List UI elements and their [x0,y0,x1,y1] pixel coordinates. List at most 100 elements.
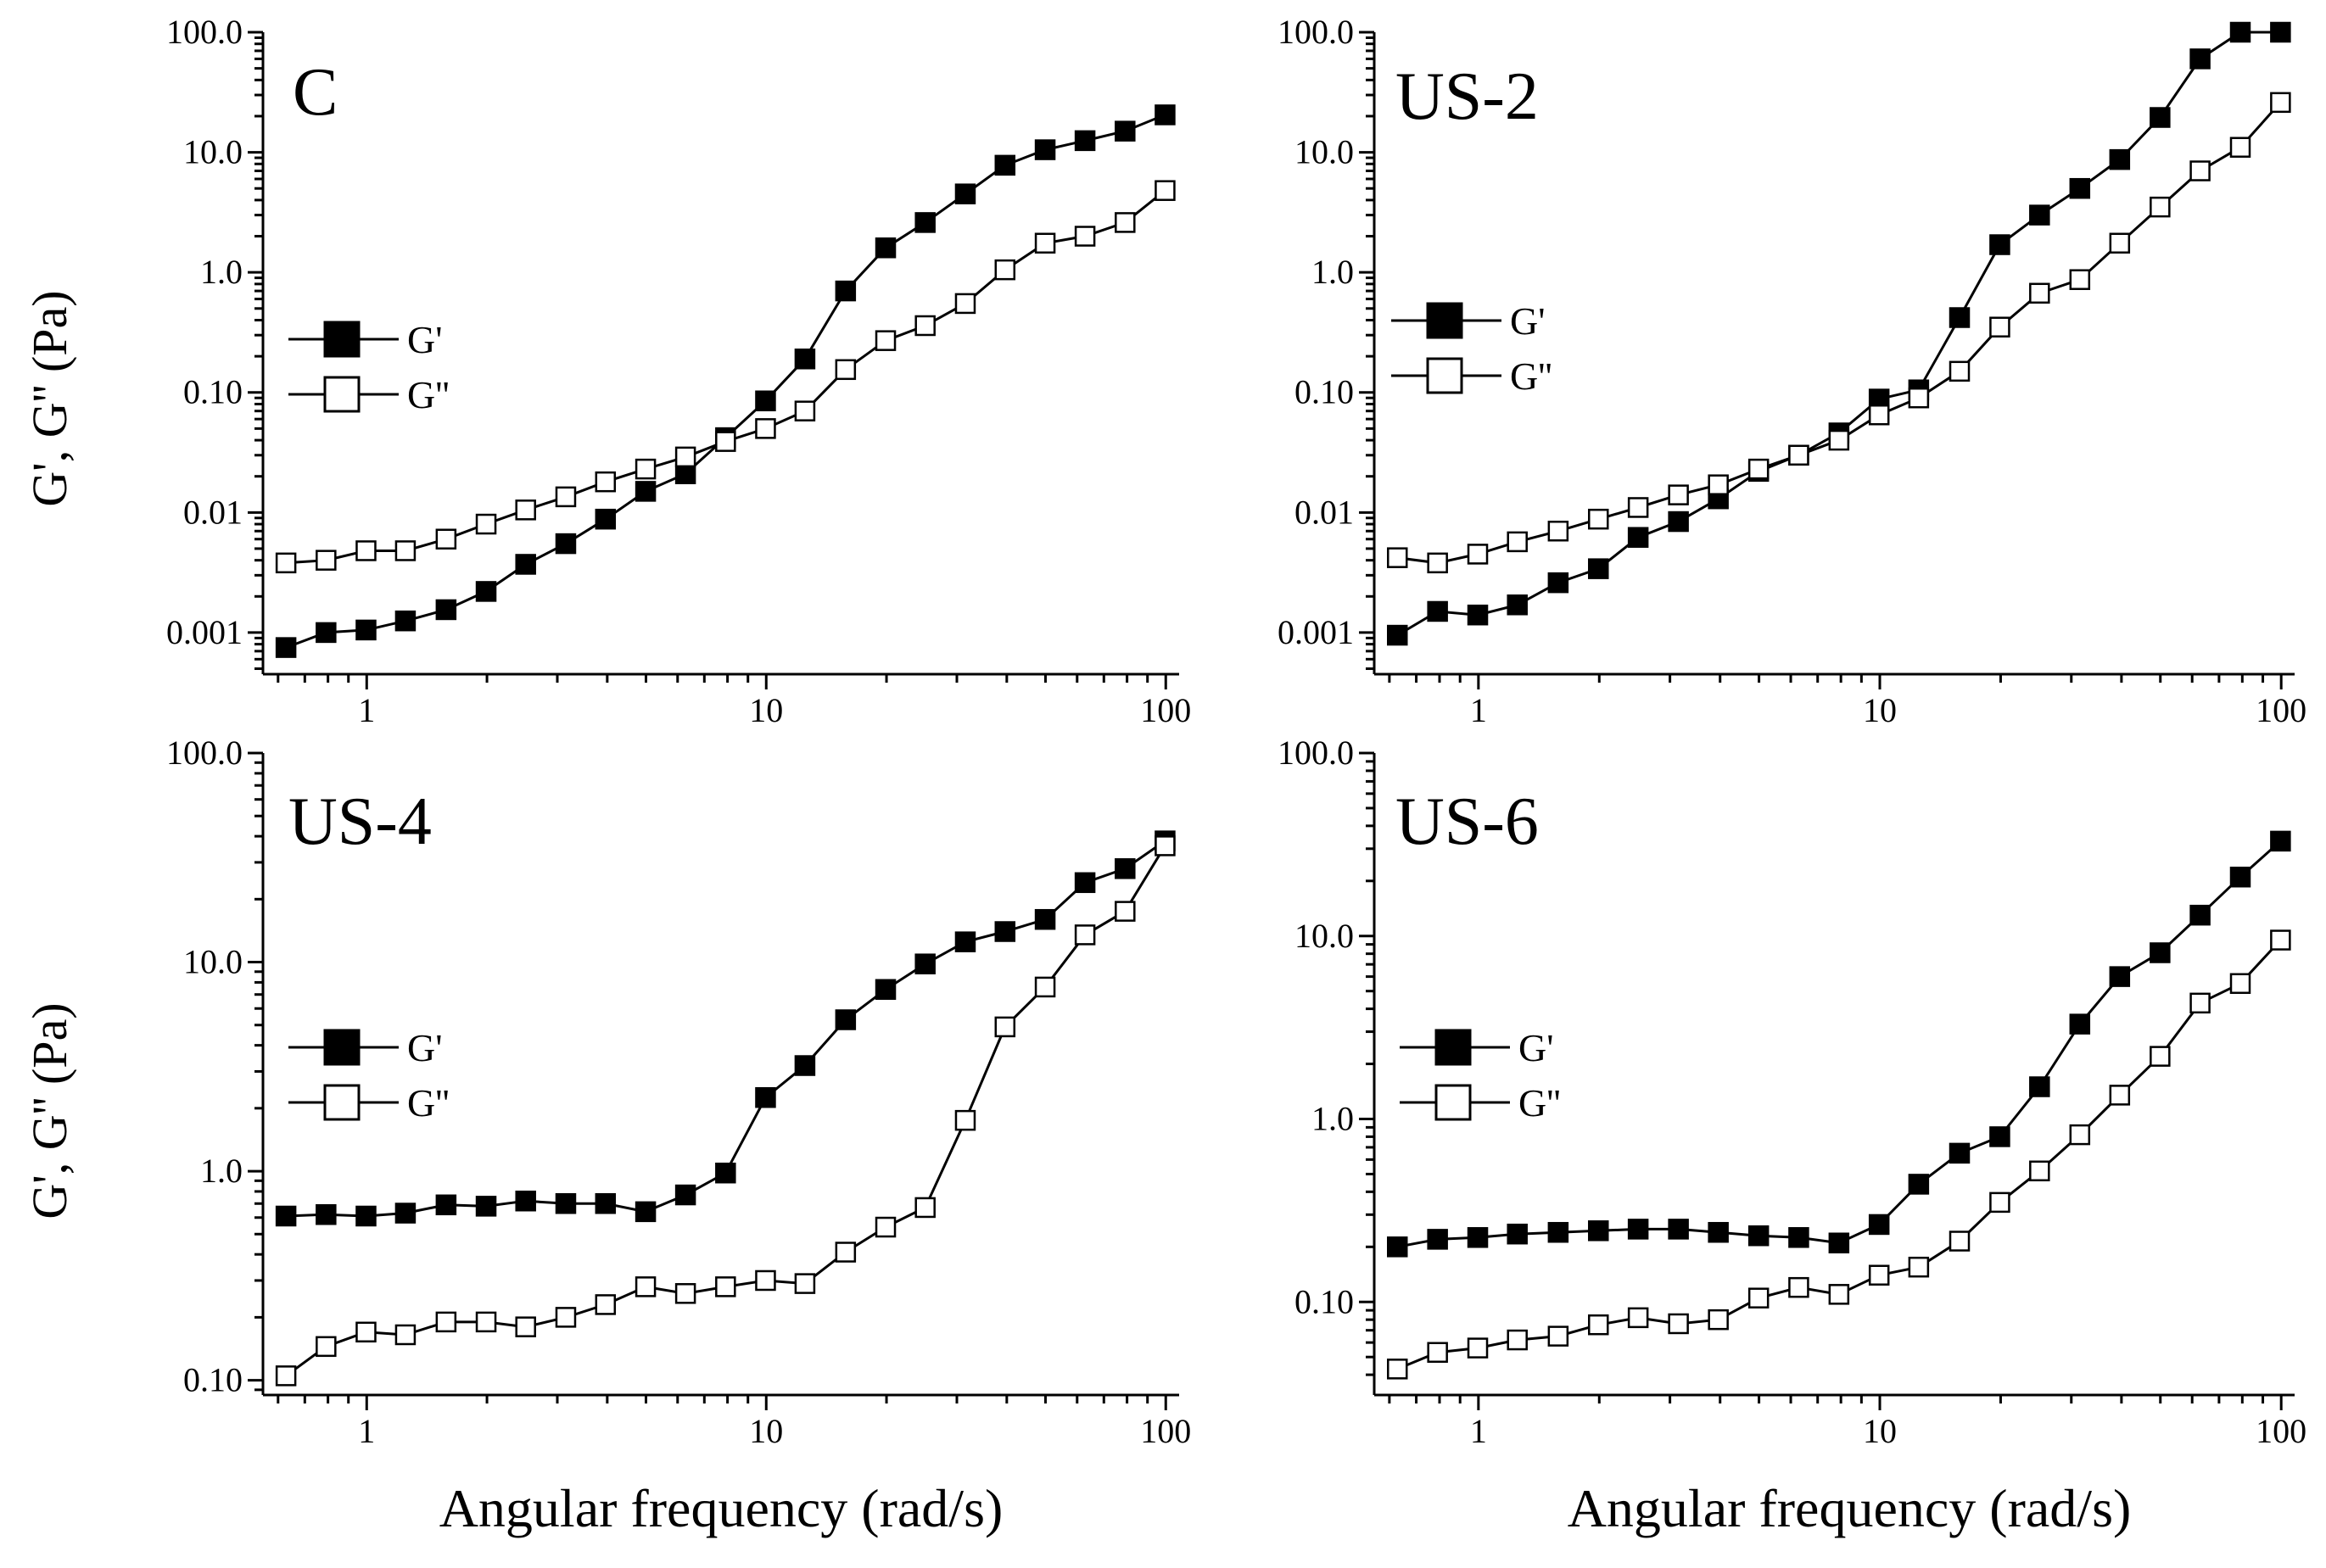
data-point-g-prime [1115,858,1136,879]
x-tick-label: 10 [749,691,783,729]
data-point-g-double-prime [1467,544,1489,565]
data-point-g-double-prime [2109,1085,2131,1106]
data-point-g-prime [1588,558,1609,579]
x-tick-label: 100 [2256,691,2306,729]
data-point-g-prime [1427,1229,1448,1250]
y-tick-label: 0.001 [166,613,243,651]
y-tick-label: 1.0 [200,253,243,291]
data-point-g-double-prime [555,1307,577,1328]
data-point-g-double-prime [1989,316,2010,338]
legend-marker-g-double-prime [323,1084,361,1121]
x-tick-label: 10 [1863,691,1897,729]
data-point-g-double-prime [1747,1287,1770,1309]
legend-label: G' [1518,1026,1554,1069]
data-point-g-double-prime [1074,924,1096,946]
data-point-g-prime [595,508,617,530]
data-point-g-double-prime [674,446,696,468]
data-point-g-double-prime [674,1283,696,1304]
data-point-g-double-prime [994,259,1016,281]
data-point-g-double-prime [794,1273,816,1294]
data-point-g-prime [2229,21,2251,43]
data-point-g-double-prime [1588,508,1609,530]
y-tick-label: 0.10 [183,373,243,411]
data-point-g-double-prime [1949,1230,1971,1252]
panel-us-4: 1 10 100 0.10 1.0 10.0 100.0 US-4 G' G'' [166,734,1191,1450]
y-tick-label: 100.0 [166,13,243,51]
data-point-g-double-prime [2029,282,2050,304]
data-point-g-prime [2069,177,2091,199]
data-point-g-double-prime [1708,474,1729,495]
data-point-g-prime [794,349,816,370]
data-point-g-prime [755,390,776,411]
data-point-g-double-prime [2270,929,2291,951]
data-point-g-prime [1627,527,1649,548]
data-point-g-prime [1115,120,1136,142]
data-point-g-double-prime [715,431,736,452]
data-point-g-double-prime [2150,1046,2171,1067]
data-point-g-prime [794,1055,816,1076]
panel-us-6: 1 10 100 0.10 1.0 10.0 100.0 US-6 G' G'' [1278,734,2306,1450]
x-tick-label: 1 [358,1412,375,1450]
data-point-g-double-prime [1668,1313,1689,1335]
data-point-g-prime [1074,130,1096,152]
data-point-g-prime [595,1193,617,1214]
data-point-g-double-prime [1868,404,1890,426]
data-point-g-double-prime [835,1242,857,1263]
data-point-g-double-prime [1908,1256,1930,1278]
legend-marker-g-double-prime [1426,357,1463,394]
data-point-g-prime [954,931,976,952]
data-point-g-prime [1949,307,1971,328]
data-point-g-prime [316,622,337,644]
data-point-g-prime [1547,1221,1569,1243]
data-point-g-prime [2189,904,2211,926]
data-point-g-double-prime [1155,835,1176,857]
data-point-g-prime [2109,148,2131,170]
data-point-g-prime [475,581,497,602]
legend-marker-g-double-prime [323,376,361,413]
data-point-g-prime [1427,600,1448,622]
data-point-g-double-prime [1627,497,1649,518]
y-tick-label: 10.0 [183,943,243,981]
data-point-g-prime [1989,234,2010,255]
x-tick-label: 100 [2256,1412,2306,1450]
data-point-g-prime [994,921,1016,942]
data-point-g-double-prime [715,1276,736,1297]
data-point-g-double-prime [394,540,417,561]
legend-label: G'' [407,1081,450,1124]
data-point-g-double-prime [914,1197,936,1219]
data-point-g-double-prime [2069,269,2091,290]
data-point-g-prime [635,481,657,502]
data-point-g-prime [1507,594,1528,616]
data-point-g-double-prime [2189,992,2211,1014]
data-point-g-double-prime [1547,1325,1569,1347]
data-point-g-double-prime [914,315,936,337]
data-point-g-double-prime [1588,1314,1609,1336]
y-tick-label: 1.0 [200,1152,243,1190]
data-point-g-double-prime [595,1294,617,1315]
data-point-g-prime [394,610,417,632]
x-tick-label: 10 [1863,1412,1897,1450]
panel-label: US-6 [1395,784,1539,859]
data-point-g-prime [1034,908,1056,930]
panel-label: US-4 [288,784,432,859]
data-point-g-prime [2029,204,2050,226]
legend-marker-g-prime [323,1029,361,1066]
data-point-g-double-prime [994,1016,1016,1038]
data-point-g-double-prime [275,1365,297,1387]
legend-label: G' [1510,299,1546,343]
data-point-g-double-prime [1074,226,1096,247]
data-point-g-double-prime [475,513,497,535]
data-point-g-double-prime [1427,1342,1448,1363]
data-point-g-double-prime [1747,458,1770,480]
data-point-g-double-prime [1788,444,1809,466]
data-point-g-double-prime [435,528,457,550]
data-point-g-prime [555,1193,577,1214]
data-point-g-double-prime [355,540,377,561]
data-point-g-prime [435,1194,457,1216]
data-point-g-prime [875,237,897,259]
legend-marker-g-prime [1426,302,1463,339]
data-point-g-prime [555,533,577,555]
data-point-g-prime [2029,1076,2050,1097]
data-point-g-prime [755,1086,776,1108]
data-point-g-prime [435,599,457,621]
